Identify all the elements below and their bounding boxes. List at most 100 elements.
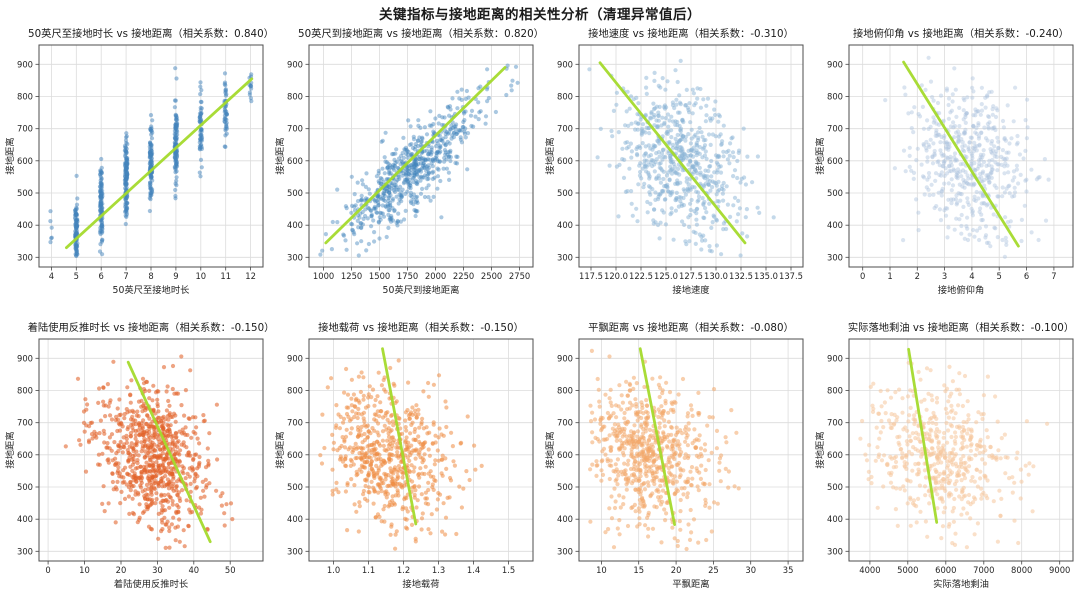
svg-text:900: 900 bbox=[17, 59, 33, 69]
svg-text:300: 300 bbox=[827, 252, 843, 262]
svg-text:2750: 2750 bbox=[509, 271, 530, 281]
svg-text:1.3: 1.3 bbox=[432, 565, 445, 575]
tick-marks bbox=[305, 63, 521, 271]
x-tick-labels: 0 1 2 3 4 5 6 7 bbox=[860, 271, 1057, 281]
subplot-1: 4 5 6 7 8 9 10 11 12 300 400 500 600 700 800 900 50英尺至接地… bbox=[0, 20, 274, 314]
x-axis-label: 着陆使用反推时长 bbox=[114, 578, 188, 590]
tick-marks bbox=[845, 357, 1061, 565]
svg-text:700: 700 bbox=[287, 124, 303, 134]
y-axis-label: 接地距离 bbox=[544, 137, 556, 174]
svg-text:800: 800 bbox=[17, 386, 33, 396]
plot-frame bbox=[38, 338, 264, 562]
svg-text:300: 300 bbox=[287, 252, 303, 262]
x-tick-labels: 0 10 20 30 40 50 bbox=[45, 565, 235, 575]
svg-text:0: 0 bbox=[45, 565, 50, 575]
svg-text:1500: 1500 bbox=[369, 271, 390, 281]
svg-text:600: 600 bbox=[17, 156, 33, 166]
svg-text:600: 600 bbox=[557, 156, 573, 166]
svg-text:132.5: 132.5 bbox=[729, 271, 753, 281]
svg-text:400: 400 bbox=[287, 514, 303, 524]
grid-lines bbox=[849, 339, 1073, 561]
svg-text:500: 500 bbox=[557, 188, 573, 198]
scatter-points bbox=[587, 58, 776, 258]
x-tick-labels: 1.0 1.1 1.2 1.3 1.4 1.5 bbox=[327, 565, 515, 575]
grid-lines bbox=[309, 45, 533, 267]
x-tick-labels: 4 5 6 7 8 9 10 11 12 bbox=[49, 271, 256, 281]
svg-text:500: 500 bbox=[287, 188, 303, 198]
subplot-7: 10 15 20 25 30 35 300 400 500 600 700 800 900 平飘距离 vs… bbox=[540, 314, 810, 608]
x-tick-labels: 1000 1250 1500 1750 2000 2250 2500 2750 bbox=[313, 271, 530, 281]
tick-marks bbox=[575, 63, 792, 271]
subplot-title: 接地俯仰角 vs 接地距离（相关系数：-0.240） bbox=[853, 27, 1069, 40]
subplot-title: 50英尺到接地距离 vs 接地距离（相关系数：0.820） bbox=[298, 27, 540, 40]
svg-text:1000: 1000 bbox=[313, 271, 334, 281]
subplot-canvas: 1000 1250 1500 1750 2000 2250 2500 2750 300 400 50… bbox=[274, 27, 544, 296]
tick-marks bbox=[845, 63, 1055, 271]
subplot-canvas: 117.5 120.0 122.5 125.0 127.5 130.0 132.5 135.0… bbox=[544, 27, 804, 296]
svg-text:10: 10 bbox=[79, 565, 90, 575]
svg-text:700: 700 bbox=[827, 124, 843, 134]
y-axis-label: 接地距离 bbox=[814, 137, 826, 174]
x-axis-label: 实际落地剩油 bbox=[933, 578, 989, 590]
svg-text:11: 11 bbox=[220, 271, 231, 281]
trend-line bbox=[324, 66, 507, 245]
svg-text:600: 600 bbox=[17, 450, 33, 460]
x-axis-label: 接地载荷 bbox=[402, 578, 439, 590]
svg-text:7: 7 bbox=[1051, 271, 1056, 281]
figure-title: 关键指标与接地距离的相关性分析（清理异常值后） bbox=[379, 7, 701, 23]
svg-text:50: 50 bbox=[225, 565, 236, 575]
svg-text:400: 400 bbox=[17, 514, 33, 524]
svg-text:1.4: 1.4 bbox=[467, 565, 480, 575]
svg-text:125.0: 125.0 bbox=[654, 271, 678, 281]
plot-frame bbox=[308, 44, 534, 268]
svg-text:2500: 2500 bbox=[481, 271, 502, 281]
tick-marks bbox=[575, 357, 789, 565]
svg-text:700: 700 bbox=[557, 124, 573, 134]
svg-text:800: 800 bbox=[287, 92, 303, 102]
svg-text:6: 6 bbox=[99, 271, 104, 281]
svg-text:1.0: 1.0 bbox=[327, 565, 340, 575]
svg-text:135.0: 135.0 bbox=[754, 271, 778, 281]
trend-line bbox=[638, 347, 677, 527]
svg-text:122.5: 122.5 bbox=[629, 271, 653, 281]
scatter-points bbox=[883, 55, 1051, 259]
svg-text:1.1: 1.1 bbox=[362, 565, 375, 575]
svg-text:20: 20 bbox=[116, 565, 127, 575]
svg-text:700: 700 bbox=[287, 418, 303, 428]
subplot-grid: 4 5 6 7 8 9 10 11 12 300 400 500 600 700 800 900 50英尺至接地… bbox=[0, 20, 1080, 608]
svg-text:1.5: 1.5 bbox=[502, 565, 515, 575]
scatter-points bbox=[318, 63, 520, 258]
plot-frame bbox=[308, 338, 534, 562]
x-axis-label: 50英尺至接地时长 bbox=[113, 284, 190, 296]
svg-text:40: 40 bbox=[188, 565, 199, 575]
trend-line bbox=[381, 347, 418, 526]
plot-frame bbox=[848, 338, 1074, 562]
y-axis-label: 接地距离 bbox=[544, 431, 556, 468]
subplot-canvas: 0 10 20 30 40 50 300 400 500 600 700 800 900 着陆使用反推时长… bbox=[4, 321, 274, 590]
svg-text:700: 700 bbox=[17, 124, 33, 134]
svg-text:400: 400 bbox=[827, 220, 843, 230]
svg-text:127.5: 127.5 bbox=[679, 271, 703, 281]
svg-text:8: 8 bbox=[148, 271, 153, 281]
y-axis-label: 接地距离 bbox=[4, 431, 16, 468]
plot-frame bbox=[578, 338, 804, 562]
svg-text:1750: 1750 bbox=[397, 271, 418, 281]
subplot-canvas: 0 1 2 3 4 5 6 7 300 400 500 600 700 800 900 接地俯仰角 vs 接地… bbox=[814, 27, 1074, 296]
svg-text:300: 300 bbox=[17, 546, 33, 556]
y-axis-label: 接地距离 bbox=[814, 431, 826, 468]
subplot-title: 平飘距离 vs 接地距离（相关系数：-0.080） bbox=[588, 321, 794, 334]
svg-text:130.0: 130.0 bbox=[704, 271, 728, 281]
svg-text:4: 4 bbox=[49, 271, 54, 281]
svg-text:600: 600 bbox=[287, 156, 303, 166]
svg-text:2000: 2000 bbox=[425, 271, 446, 281]
svg-text:900: 900 bbox=[827, 59, 843, 69]
x-axis-label: 接地俯仰角 bbox=[938, 284, 985, 296]
svg-text:900: 900 bbox=[17, 353, 33, 363]
svg-text:600: 600 bbox=[287, 450, 303, 460]
svg-text:5: 5 bbox=[74, 271, 79, 281]
subplot-canvas: 4000 5000 6000 7000 8000 9000 3004005006007008… bbox=[814, 321, 1074, 590]
